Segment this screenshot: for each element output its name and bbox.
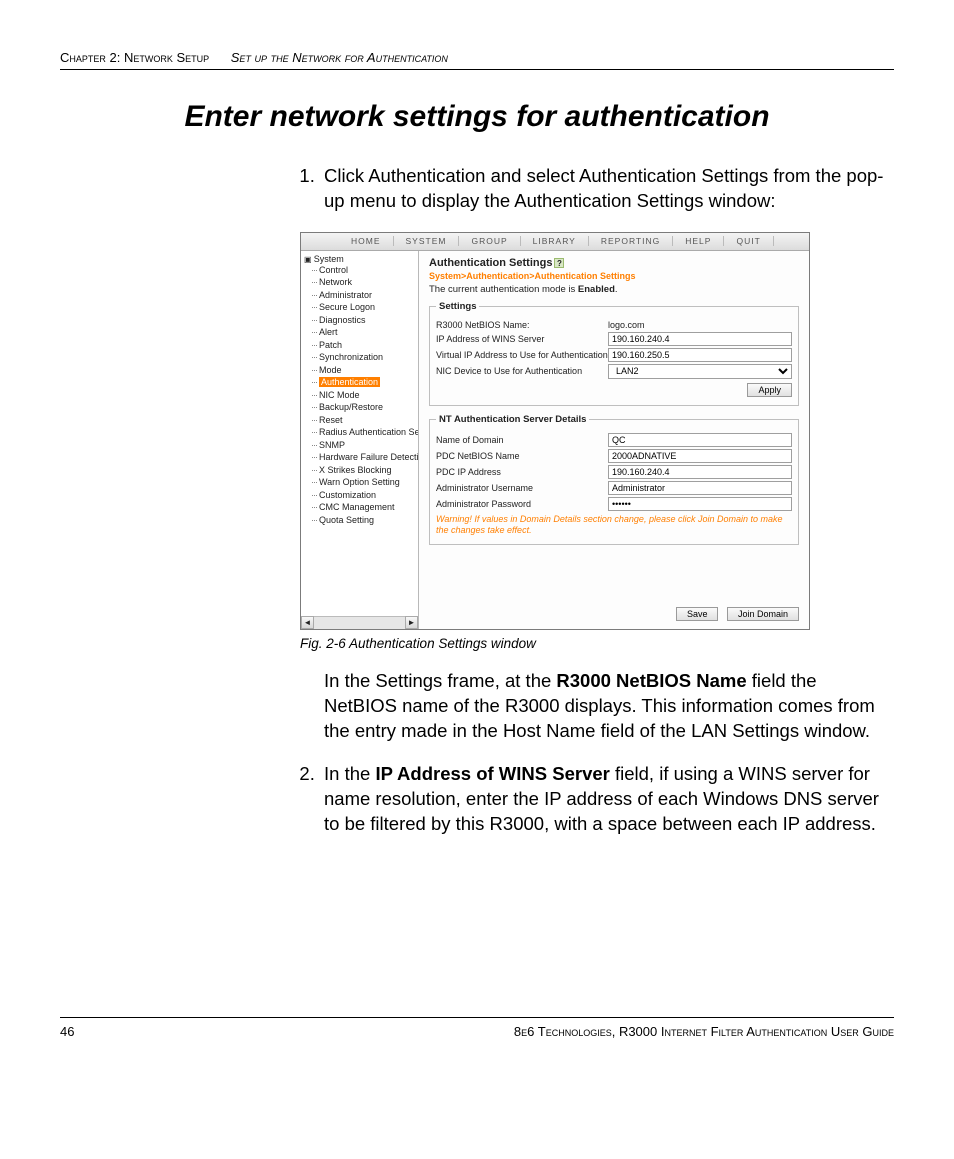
tree-item-backup-restore[interactable]: Backup/Restore	[312, 401, 418, 414]
tree-item-snmp[interactable]: SNMP	[312, 439, 418, 452]
tree-item-nic-mode[interactable]: NIC Mode	[312, 389, 418, 402]
step-1-continued: In the Settings frame, at the R3000 NetB…	[320, 669, 894, 744]
menu-home[interactable]: HOME	[339, 236, 394, 246]
tree-item-customization[interactable]: Customization	[312, 489, 418, 502]
menu-system[interactable]: SYSTEM	[394, 236, 460, 246]
page-header: Chapter 2: Network Setup Set up the Netw…	[60, 50, 894, 70]
netbios-value: logo.com	[608, 320, 645, 330]
tree-item-cmc-management[interactable]: CMC Management	[312, 501, 418, 514]
app-window: HOME SYSTEM GROUP LIBRARY REPORTING HELP…	[300, 232, 810, 630]
nt-warning: Warning! If values in Domain Details sec…	[436, 514, 792, 536]
nic-select[interactable]: LAN2	[608, 364, 792, 379]
nav-tree: System ControlNetworkAdministratorSecure…	[301, 251, 419, 629]
tree-item-administrator[interactable]: Administrator	[312, 289, 418, 302]
chapter-label: Chapter 2: Network Setup	[60, 50, 209, 65]
pdcnb-label: PDC NetBIOS Name	[436, 451, 608, 461]
tree-item-diagnostics[interactable]: Diagnostics	[312, 314, 418, 327]
adminuser-label: Administrator Username	[436, 483, 608, 493]
figure-caption: Fig. 2-6 Authentication Settings window	[300, 636, 894, 651]
nt-legend: NT Authentication Server Details	[436, 414, 589, 425]
help-icon[interactable]: ?	[554, 258, 564, 268]
breadcrumb: System>Authentication>Authentication Set…	[429, 271, 799, 281]
page-footer: 46 8e6 Technologies, R3000 Internet Filt…	[60, 1017, 894, 1039]
nt-fieldset: NT Authentication Server Details Name of…	[429, 414, 799, 545]
menu-help[interactable]: HELP	[673, 236, 724, 246]
panel-title: Authentication Settings?	[429, 257, 799, 269]
screenshot-figure: HOME SYSTEM GROUP LIBRARY REPORTING HELP…	[300, 232, 810, 630]
menu-quit[interactable]: QUIT	[724, 236, 773, 246]
mode-status: The current authentication mode is Enabl…	[429, 284, 799, 295]
tree-item-control[interactable]: Control	[312, 264, 418, 277]
adminuser-input[interactable]	[608, 481, 792, 495]
menu-library[interactable]: LIBRARY	[521, 236, 589, 246]
tree-item-radius-authentication-setting[interactable]: Radius Authentication Setting	[312, 426, 418, 439]
pdcip-input[interactable]	[608, 465, 792, 479]
steps-list-cont: In the Settings frame, at the R3000 NetB…	[60, 669, 894, 744]
settings-legend: Settings	[436, 301, 479, 312]
tree-item-hardware-failure-detection[interactable]: Hardware Failure Detection	[312, 451, 418, 464]
pdcnb-input[interactable]	[608, 449, 792, 463]
tree-item-mode[interactable]: Mode	[312, 364, 418, 377]
tree-item-synchronization[interactable]: Synchronization	[312, 351, 418, 364]
steps-list-2: In the IP Address of WINS Server field, …	[60, 762, 894, 837]
section-label: Set up the Network for Authentication	[231, 50, 448, 65]
tree-item-network[interactable]: Network	[312, 276, 418, 289]
pdcip-label: PDC IP Address	[436, 467, 608, 477]
tree-item-authentication[interactable]: Authentication	[312, 376, 418, 389]
step-2: In the IP Address of WINS Server field, …	[320, 762, 894, 837]
netbios-label: R3000 NetBIOS Name:	[436, 320, 608, 330]
tree-item-x-strikes-blocking[interactable]: X Strikes Blocking	[312, 464, 418, 477]
vip-label: Virtual IP Address to Use for Authentica…	[436, 350, 608, 360]
domain-label: Name of Domain	[436, 435, 608, 445]
page-title: Enter network settings for authenticatio…	[60, 100, 894, 134]
step-1: Click Authentication and select Authenti…	[320, 164, 894, 214]
tree-item-secure-logon[interactable]: Secure Logon	[312, 301, 418, 314]
tree-item-warn-option-setting[interactable]: Warn Option Setting	[312, 476, 418, 489]
tree-item-quota-setting[interactable]: Quota Setting	[312, 514, 418, 527]
join-domain-button[interactable]: Join Domain	[727, 607, 799, 621]
step-1-text: Click Authentication and select Authenti…	[324, 165, 883, 211]
wins-input[interactable]	[608, 332, 792, 346]
steps-list: Click Authentication and select Authenti…	[60, 164, 894, 214]
tree-item-patch[interactable]: Patch	[312, 339, 418, 352]
footer-right: 8e6 Technologies, R3000 Internet Filter …	[514, 1024, 894, 1039]
tree-root[interactable]: System	[304, 254, 418, 264]
scroll-left-icon[interactable]: ◄	[301, 616, 314, 629]
page-number: 46	[60, 1024, 74, 1039]
settings-fieldset: Settings R3000 NetBIOS Name: logo.com IP…	[429, 301, 799, 406]
wins-label: IP Address of WINS Server	[436, 334, 608, 344]
adminpass-input[interactable]	[608, 497, 792, 511]
menu-reporting[interactable]: REPORTING	[589, 236, 673, 246]
nic-label: NIC Device to Use for Authentication	[436, 366, 608, 376]
adminpass-label: Administrator Password	[436, 499, 608, 509]
domain-input[interactable]	[608, 433, 792, 447]
scroll-right-icon[interactable]: ►	[405, 616, 418, 629]
save-button[interactable]: Save	[676, 607, 719, 621]
vip-input[interactable]	[608, 348, 792, 362]
tree-item-alert[interactable]: Alert	[312, 326, 418, 339]
settings-panel: Authentication Settings? System>Authenti…	[419, 251, 809, 629]
tree-scrollbar[interactable]: ◄ ►	[301, 616, 418, 629]
tree-item-reset[interactable]: Reset	[312, 414, 418, 427]
menu-group[interactable]: GROUP	[459, 236, 520, 246]
menubar: HOME SYSTEM GROUP LIBRARY REPORTING HELP…	[301, 233, 809, 251]
apply-button[interactable]: Apply	[747, 383, 792, 397]
